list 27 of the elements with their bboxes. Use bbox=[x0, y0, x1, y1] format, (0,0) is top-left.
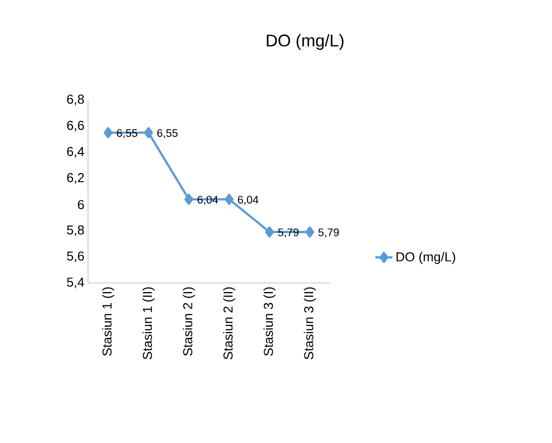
y-tick-label: 5,6 bbox=[67, 251, 84, 262]
x-tick-label: Stasiun 2 (II) bbox=[223, 287, 236, 360]
y-tick-label: 5,8 bbox=[67, 225, 84, 236]
x-tick-label: Stasiun 1 (I) bbox=[102, 287, 114, 356]
data-label: 6,55 bbox=[157, 129, 178, 138]
y-tick-label: 6,6 bbox=[67, 120, 84, 132]
point bbox=[144, 127, 153, 138]
chart-title: DO (mg/L) bbox=[266, 34, 344, 50]
point bbox=[305, 226, 314, 238]
y-tick-label: 6,2 bbox=[67, 173, 84, 184]
y-tick-label: 5,4 bbox=[67, 278, 84, 288]
x-tick-label: Stasiun 3 (I) bbox=[263, 287, 276, 356]
data-label: 5,79 bbox=[278, 228, 299, 238]
point bbox=[224, 194, 234, 205]
data-label: 6,04 bbox=[238, 196, 258, 205]
x-tick-label: Stasiun 3 (II) bbox=[304, 287, 316, 360]
data-label: 5,79 bbox=[318, 228, 339, 238]
x-tick-label: Stasiun 1 (II) bbox=[142, 287, 155, 360]
y-tick-label: 6,8 bbox=[67, 94, 84, 106]
data-label: 6,55 bbox=[116, 129, 138, 138]
point bbox=[265, 226, 274, 238]
point bbox=[184, 194, 194, 205]
legend-label: DO (mg/L) bbox=[396, 252, 456, 264]
y-tick-label: 6,4 bbox=[67, 146, 84, 158]
x-tick-label: Stasiun 2 (I) bbox=[182, 287, 195, 356]
point bbox=[104, 127, 113, 138]
y-tick-label: 6 bbox=[78, 200, 84, 210]
